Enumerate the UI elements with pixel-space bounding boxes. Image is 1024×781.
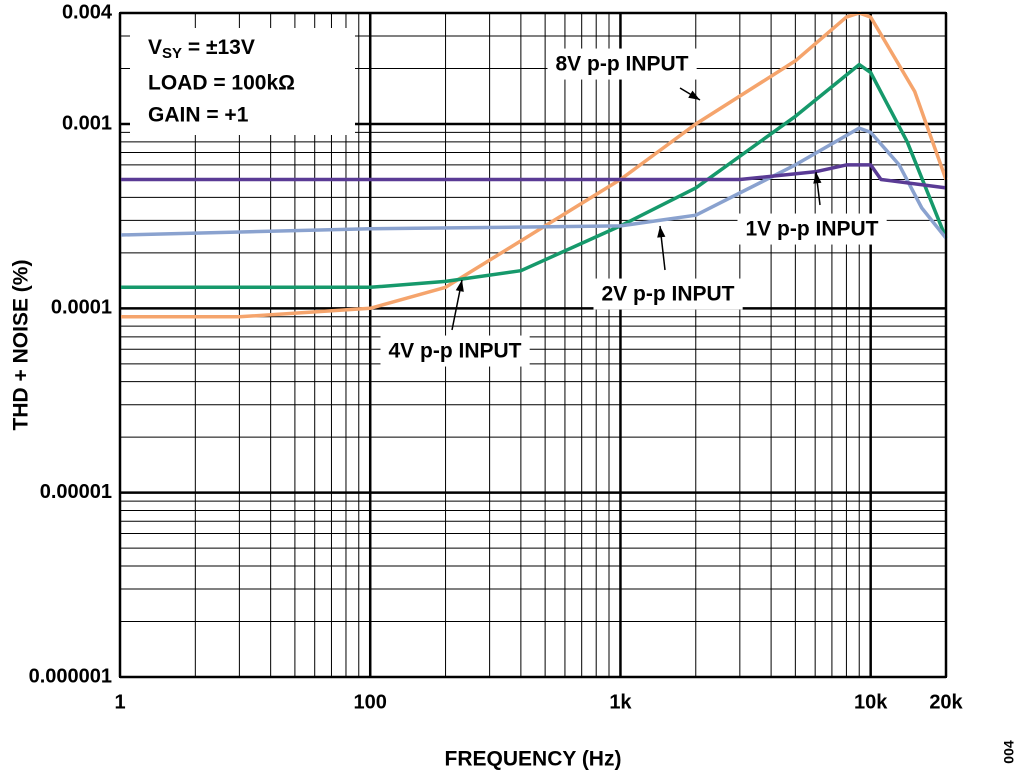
lines bbox=[119, 11, 948, 319]
annotation: LOAD = 100kΩ bbox=[148, 72, 295, 95]
y-tick-label: 0.000001 bbox=[29, 665, 112, 687]
x-tick-label: 1k bbox=[609, 691, 632, 713]
label-bg bbox=[547, 48, 697, 80]
plot-frame bbox=[119, 12, 947, 678]
annotation: GAIN = +1 bbox=[148, 104, 249, 127]
series-line bbox=[119, 126, 948, 240]
annotation-box bbox=[130, 28, 355, 135]
x-tick-label: 20k bbox=[929, 691, 963, 713]
x-tick-label: 1 bbox=[114, 691, 125, 713]
y-tick-label: 0.00001 bbox=[40, 481, 112, 503]
y-tick-label: 0.0001 bbox=[51, 297, 112, 319]
series-label: 4V p-p INPUT bbox=[388, 340, 521, 363]
arrow-head bbox=[813, 172, 822, 184]
y-tick-label: 0.001 bbox=[62, 112, 112, 134]
series-label: 1V p-p INPUT bbox=[745, 218, 878, 241]
label-bg bbox=[593, 278, 743, 310]
series-label: 8V p-p INPUT bbox=[555, 53, 688, 76]
arrow-head bbox=[688, 90, 700, 100]
series-label: 2V p-p INPUT bbox=[601, 283, 734, 306]
series-line bbox=[120, 163, 947, 190]
x-tick-label: 100 bbox=[354, 691, 387, 713]
arrow-head bbox=[657, 226, 666, 238]
series-line bbox=[120, 62, 948, 290]
y-tick-label: 0.004 bbox=[62, 1, 113, 23]
y-axis-label: THD + NOISE (%) bbox=[10, 260, 33, 431]
figure-id: 004 bbox=[1001, 740, 1017, 764]
label-bg bbox=[737, 213, 887, 245]
x-tick-label: 10k bbox=[854, 691, 888, 713]
annotation: VSY = ±13V bbox=[148, 36, 255, 62]
label-bg bbox=[380, 335, 530, 367]
x-axis-label: FREQUENCY (Hz) bbox=[445, 748, 622, 771]
series-line bbox=[120, 11, 948, 319]
arrow-head bbox=[455, 280, 464, 292]
